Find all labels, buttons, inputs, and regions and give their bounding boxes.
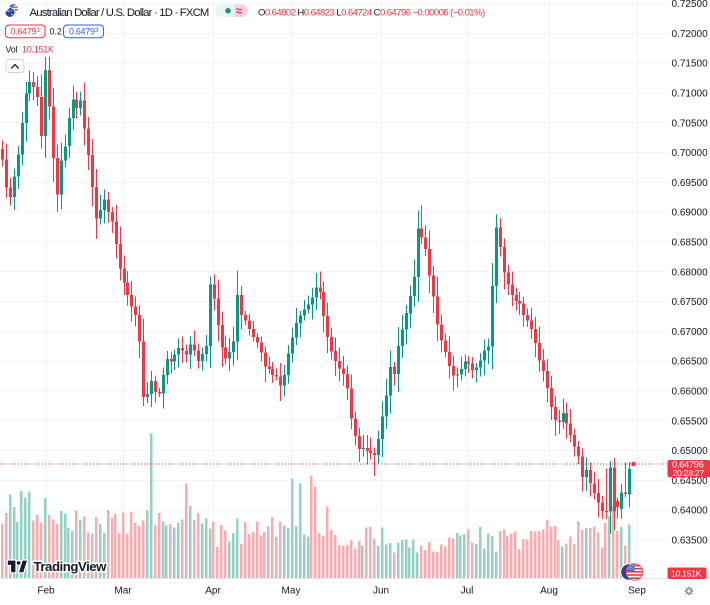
svg-text:Jun: Jun [373,586,389,597]
svg-text:Vol: Vol [6,45,18,55]
svg-text:TradingView: TradingView [34,559,108,574]
svg-text:May: May [282,586,301,597]
svg-text:Aug: Aug [540,586,558,597]
svg-text:0.72500: 0.72500 [672,0,709,10]
svg-text:Apr: Apr [205,586,221,597]
svg-text:0.67500: 0.67500 [672,297,709,308]
svg-text:0.69500: 0.69500 [672,178,709,189]
svg-text:0.69000: 0.69000 [672,208,709,219]
svg-text:Feb: Feb [37,586,55,597]
svg-text:0.66000: 0.66000 [672,387,709,398]
svg-text:Australian Dollar / U.S. Dolla: Australian Dollar / U.S. Dollar · 1D · F… [30,7,209,19]
svg-text:0.72000: 0.72000 [672,29,709,40]
svg-text:0.64000: 0.64000 [672,506,709,517]
svg-text:Jul: Jul [461,586,474,597]
svg-text:0.65500: 0.65500 [672,416,709,427]
svg-text:20:28:27: 20:28:27 [673,468,705,478]
svg-text:0.68500: 0.68500 [672,238,709,249]
svg-text:0.67000: 0.67000 [672,327,709,338]
svg-text:0.64793: 0.64793 [69,26,99,36]
svg-text:0.71500: 0.71500 [672,59,709,70]
svg-text:0.70000: 0.70000 [672,148,709,159]
svg-text:0.2: 0.2 [50,27,62,37]
svg-text:0.64791: 0.64791 [11,26,41,36]
svg-text:Mar: Mar [114,586,132,597]
svg-text:0.63500: 0.63500 [672,536,709,547]
svg-text:0.70500: 0.70500 [672,118,709,129]
svg-text:10.151K: 10.151K [22,45,54,55]
svg-text:10.151K: 10.151K [671,569,702,579]
svg-text:0.66500: 0.66500 [672,357,709,368]
svg-text:0.71000: 0.71000 [672,89,709,100]
svg-text:0.68000: 0.68000 [672,267,709,278]
svg-text:Sep: Sep [628,586,646,597]
svg-text:0.65000: 0.65000 [672,446,709,457]
svg-text:O0.64802 H0.64823 L0.64724 C0.: O0.64802 H0.64823 L0.64724 C0.64796 −0.0… [258,7,485,18]
